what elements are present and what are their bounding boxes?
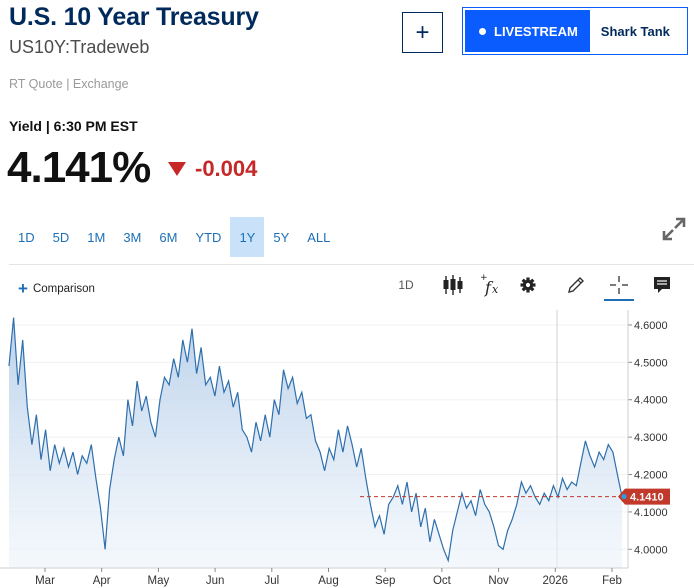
svg-text:+: + <box>480 273 488 283</box>
range-tab-1d[interactable]: 1D <box>18 229 35 245</box>
gear-icon[interactable] <box>517 272 539 298</box>
comparison-button[interactable]: + Comparison <box>18 280 95 297</box>
livestream-button[interactable]: LIVESTREAM <box>465 10 590 52</box>
y-tick-label: 4.0000 <box>634 544 668 556</box>
x-tick-label: Sep <box>375 575 395 587</box>
svg-text:f: f <box>484 278 494 297</box>
y-axis: 4.6000 4.5000 4.4000 4.3000 4.2000 4.1000 4.00… <box>627 310 668 568</box>
plus-icon: + <box>18 279 28 298</box>
time-range-tabs: 1D 5D 1M 3M 6M YTD 1Y 5Y ALL <box>9 217 339 257</box>
last-value-label: 4.1410 <box>630 492 664 504</box>
add-to-watchlist-button[interactable]: + <box>402 12 443 53</box>
range-tab-1m[interactable]: 1M <box>87 229 106 245</box>
last-value-badge-shape <box>618 488 670 505</box>
y-tick-label: 4.1000 <box>634 507 668 519</box>
livestream-widget[interactable]: LIVESTREAM Shark Tank <box>462 7 688 55</box>
yield-chart[interactable]: 4.6000 4.5000 4.4000 4.3000 4.2000 4.1000 4.00… <box>0 310 694 588</box>
function-icon[interactable]: + f x <box>478 272 502 298</box>
livestream-show-link[interactable]: Shark Tank <box>600 23 670 39</box>
x-tick-label: Mar <box>35 575 55 587</box>
svg-text:x: x <box>492 283 499 296</box>
down-arrow-icon <box>168 162 186 176</box>
change-value: -0.004 <box>195 156 258 181</box>
livestream-label: LIVESTREAM <box>494 23 578 39</box>
ticker-symbol: US10Y:Tradeweb <box>9 37 150 57</box>
pencil-icon[interactable] <box>565 272 587 298</box>
yield-change: -0.004 <box>168 156 257 182</box>
last-value-badge: 4.1410 <box>618 488 670 505</box>
range-tab-5y[interactable]: 5Y <box>273 229 290 245</box>
y-tick-label: 4.3000 <box>634 432 668 444</box>
x-axis: Mar Apr May Jun Jul Aug Sep Oct Nov 2026 Feb <box>0 567 628 587</box>
range-tab-ytd[interactable]: YTD <box>195 229 222 245</box>
comparison-label: Comparison <box>32 282 95 295</box>
yield-series-line <box>8 317 623 563</box>
candlestick-icon[interactable] <box>441 272 465 298</box>
x-tick-label: Apr <box>93 575 111 587</box>
range-tab-1y[interactable]: 1Y <box>230 217 265 257</box>
y-tick-label: 4.6000 <box>634 320 668 332</box>
current-yield: 4.141% <box>7 143 151 192</box>
range-tab-all[interactable]: ALL <box>307 229 331 245</box>
yield-area-fill <box>9 317 622 568</box>
active-tool-indicator <box>604 299 634 301</box>
y-tick-label: 4.2000 <box>634 470 668 482</box>
last-point-dot <box>621 493 627 500</box>
expand-icon[interactable] <box>661 216 687 242</box>
x-tick-label: Oct <box>433 575 452 587</box>
x-tick-label: Nov <box>488 575 509 587</box>
y-tick-label: 4.5000 <box>634 357 668 369</box>
yield-timestamp: Yield | 6:30 PM EST <box>9 118 138 134</box>
crosshair-icon[interactable] <box>607 272 631 298</box>
range-tab-3m[interactable]: 3M <box>123 229 142 245</box>
page-title: U.S. 10 Year Treasury <box>9 3 259 31</box>
y-tick-label: 4.4000 <box>634 395 668 407</box>
x-tick-label: Feb <box>602 575 622 587</box>
quote-source: RT Quote | Exchange <box>9 77 129 91</box>
x-tick-label: 2026 <box>543 575 569 587</box>
live-dot-icon <box>479 27 486 35</box>
range-tab-5d[interactable]: 5D <box>52 229 70 245</box>
range-tab-6m[interactable]: 6M <box>159 229 178 245</box>
comment-icon[interactable] <box>651 272 673 298</box>
x-tick-label: Jul <box>264 575 279 587</box>
x-tick-label: May <box>148 575 170 587</box>
x-tick-label: Aug <box>318 575 338 587</box>
interval-selector[interactable]: 1D <box>398 278 414 292</box>
x-tick-label: Jun <box>206 575 225 587</box>
section-divider <box>9 264 694 265</box>
